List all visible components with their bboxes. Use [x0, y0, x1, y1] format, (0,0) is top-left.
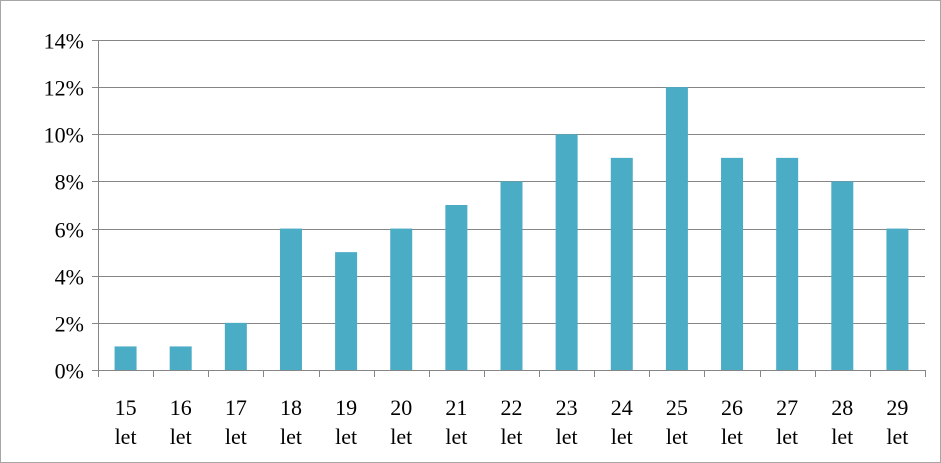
x-tick-label: let: [501, 424, 523, 449]
x-tick-label: 24: [611, 395, 633, 420]
y-tick-label: 6%: [55, 218, 84, 243]
x-tick-label: let: [611, 424, 633, 449]
x-tick-label: 25: [666, 395, 688, 420]
x-tick-label: let: [666, 424, 688, 449]
bar: [390, 228, 413, 370]
x-tick-label: 21: [445, 395, 467, 420]
y-tick-label: 0%: [55, 359, 84, 384]
x-tick-label: 22: [501, 395, 523, 420]
x-tick-label: let: [886, 424, 908, 449]
x-tick-label: let: [390, 424, 412, 449]
bar: [500, 181, 523, 370]
y-tick-label: 8%: [55, 170, 84, 195]
bar: [279, 228, 302, 370]
axes: [92, 40, 926, 377]
x-tick-label: 17: [225, 395, 247, 420]
y-tick-label: 2%: [55, 312, 84, 337]
y-tick-label: 4%: [55, 265, 84, 290]
bar: [776, 157, 799, 370]
bar: [169, 346, 192, 370]
x-tick-label: let: [776, 424, 798, 449]
x-tick-label: let: [556, 424, 578, 449]
bar: [721, 157, 744, 370]
x-tick-label: let: [115, 424, 137, 449]
bars: [114, 87, 909, 371]
x-tick-label: 16: [170, 395, 192, 420]
bar: [610, 157, 633, 370]
x-tick-label: 29: [886, 395, 908, 420]
x-tick-labels: 15 let 16 let 17 let 18 let 19 let 20 let 21 let 22 let…: [115, 395, 909, 449]
y-tick-label: 14%: [44, 29, 84, 54]
x-tick-label: 27: [776, 395, 798, 420]
bar: [831, 181, 854, 370]
x-tick-label: let: [225, 424, 247, 449]
bar: [114, 346, 137, 370]
x-tick-label: 28: [831, 395, 853, 420]
bar: [335, 252, 358, 370]
y-tick-labels: 0% 2% 4% 6% 8% 10% 12% 14%: [44, 29, 84, 384]
x-tick-label: 18: [280, 395, 302, 420]
bar: [886, 228, 909, 370]
x-tick-label: 15: [115, 395, 137, 420]
y-tick-label: 12%: [44, 76, 84, 101]
x-tick-label: let: [831, 424, 853, 449]
x-tick-label: let: [445, 424, 467, 449]
x-tick-label: 23: [556, 395, 578, 420]
x-tick-label: 20: [390, 395, 412, 420]
bar: [665, 87, 688, 371]
x-tick-label: let: [280, 424, 302, 449]
x-tick-label: 19: [335, 395, 357, 420]
bar: [445, 205, 468, 370]
y-tick-label: 10%: [44, 123, 84, 148]
bar: [555, 134, 578, 370]
x-tick-label: let: [170, 424, 192, 449]
x-tick-label: let: [335, 424, 357, 449]
bar: [224, 322, 247, 370]
x-tick-label: 26: [721, 395, 743, 420]
x-tick-label: let: [721, 424, 743, 449]
